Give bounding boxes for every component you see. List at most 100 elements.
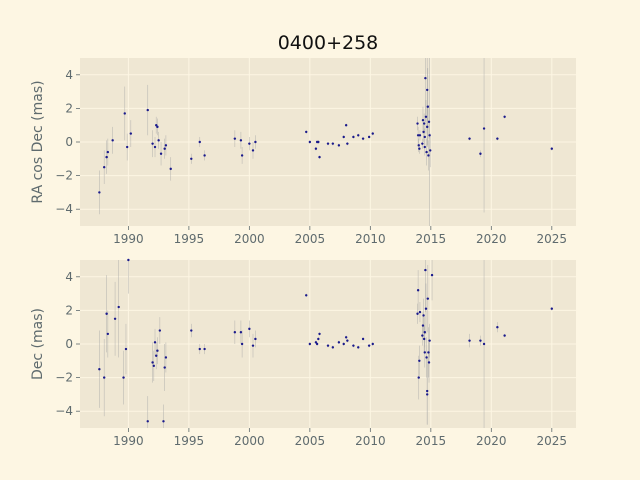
- ra-data-point: [151, 142, 154, 145]
- dec-data-point: [251, 344, 255, 347]
- dec-ytick-label: −4: [55, 404, 73, 418]
- ra-data-point: [342, 135, 345, 139]
- dec-data-point: [423, 351, 426, 354]
- dec-data-point: [427, 351, 430, 354]
- ra-data-point: [105, 155, 108, 159]
- dec-data-point: [190, 329, 193, 332]
- ra-data-point: [357, 134, 360, 137]
- dec-data-point: [152, 364, 155, 368]
- dec-data-point: [479, 339, 482, 342]
- ra-data-point: [337, 144, 341, 147]
- dec-xtick-label: 2015: [416, 434, 447, 448]
- dec-data-point: [346, 339, 349, 342]
- dec-ytick-label: −2: [55, 371, 73, 385]
- ra-data-point: [163, 147, 166, 150]
- ra-data-point: [169, 167, 172, 171]
- ra-ytick-label: −2: [55, 169, 73, 183]
- dec-data-point: [305, 294, 308, 297]
- ra-data-point: [421, 142, 424, 145]
- dec-data-point: [308, 342, 312, 346]
- dec-data-point: [357, 346, 360, 349]
- dec-data-point: [102, 376, 106, 379]
- dec-data-point: [203, 347, 206, 351]
- ra-data-point: [331, 142, 335, 145]
- ra-data-point: [479, 152, 482, 155]
- ra-panel: 1990 1995 2000 2005 2010 2015 2020 2025−4−2024 …: [30, 58, 576, 246]
- dec-data-point: [427, 361, 431, 364]
- dec-data-point: [113, 317, 117, 320]
- ra-data-point: [503, 115, 506, 119]
- ra-data-point: [427, 120, 431, 124]
- dec-data-point: [318, 332, 321, 336]
- dec-data-point: [421, 334, 424, 337]
- ra-data-point: [102, 166, 106, 169]
- dec-ytick-label: 2: [65, 303, 73, 317]
- ra-data-point: [468, 137, 471, 140]
- dec-data-point: [122, 376, 125, 379]
- dec-xtick-label: 2000: [234, 434, 265, 448]
- dec-data-point: [468, 339, 471, 342]
- dec-data-point: [422, 314, 425, 317]
- dec-data-point: [233, 331, 237, 334]
- dec-xtick-label: 2005: [295, 434, 326, 448]
- ra-data-point: [326, 142, 330, 145]
- ra-data-point: [198, 140, 201, 144]
- dec-data-point: [239, 331, 243, 334]
- dec-data-point: [416, 289, 420, 292]
- dec-data-point: [248, 327, 251, 331]
- ra-data-point: [550, 147, 554, 150]
- dec-data-point: [164, 356, 168, 359]
- ra-data-point: [426, 105, 430, 108]
- ra-data-point: [240, 154, 244, 157]
- dec-data-point: [254, 337, 257, 341]
- ra-data-point: [426, 88, 429, 92]
- ra-data-point: [417, 144, 420, 147]
- dec-data-point: [361, 337, 365, 341]
- dec-data-point: [550, 307, 554, 310]
- ra-xtick-label: 2000: [234, 232, 265, 246]
- ra-data-point: [424, 76, 427, 80]
- ra-data-point: [424, 115, 428, 119]
- dec-data-point: [496, 326, 499, 329]
- ra-xtick-label: 1995: [174, 232, 205, 246]
- dec-data-point: [424, 307, 428, 310]
- ra-data-point: [429, 149, 432, 152]
- dec-data-point: [146, 420, 149, 423]
- ra-data-point: [305, 130, 308, 134]
- ra-data-point: [482, 127, 486, 130]
- dec-data-point: [344, 336, 348, 339]
- ra-data-point: [428, 134, 431, 137]
- ra-data-point: [203, 154, 206, 157]
- dec-panel: 1990 1995 2000 2005 2010 2015 2020 2025−4−2024 …: [30, 258, 576, 448]
- ra-data-point: [190, 157, 193, 160]
- ra-ytick-label: 0: [65, 135, 73, 149]
- ra-data-point: [239, 139, 243, 142]
- dec-data-point: [424, 268, 427, 272]
- ra-data-point: [421, 118, 425, 122]
- ra-data-point: [106, 150, 110, 154]
- dec-data-point: [428, 339, 431, 342]
- ra-data-point: [318, 155, 321, 159]
- dec-data-point: [425, 356, 428, 359]
- ra-ytick-label: 4: [65, 68, 73, 82]
- ra-data-point: [352, 135, 355, 139]
- dec-data-point: [198, 347, 201, 351]
- dec-data-point: [98, 368, 101, 371]
- ra-data-point: [416, 122, 419, 125]
- ra-data-point: [426, 125, 429, 129]
- dec-data-point: [426, 389, 429, 393]
- dec-data-point: [105, 312, 108, 315]
- ra-data-point: [233, 137, 237, 140]
- ra-data-point: [146, 108, 149, 112]
- ra-data-point: [251, 149, 255, 152]
- ra-data-point: [418, 147, 421, 150]
- dec-data-point: [352, 344, 355, 347]
- ra-xtick-label: 2005: [295, 232, 326, 246]
- ra-data-point: [418, 134, 422, 137]
- dec-data-point: [367, 344, 371, 347]
- dec-data-point: [124, 347, 128, 351]
- dec-ytick-label: 4: [65, 270, 73, 284]
- dec-data-point: [503, 334, 506, 337]
- dec-data-point: [371, 342, 374, 346]
- dec-data-point: [418, 310, 422, 314]
